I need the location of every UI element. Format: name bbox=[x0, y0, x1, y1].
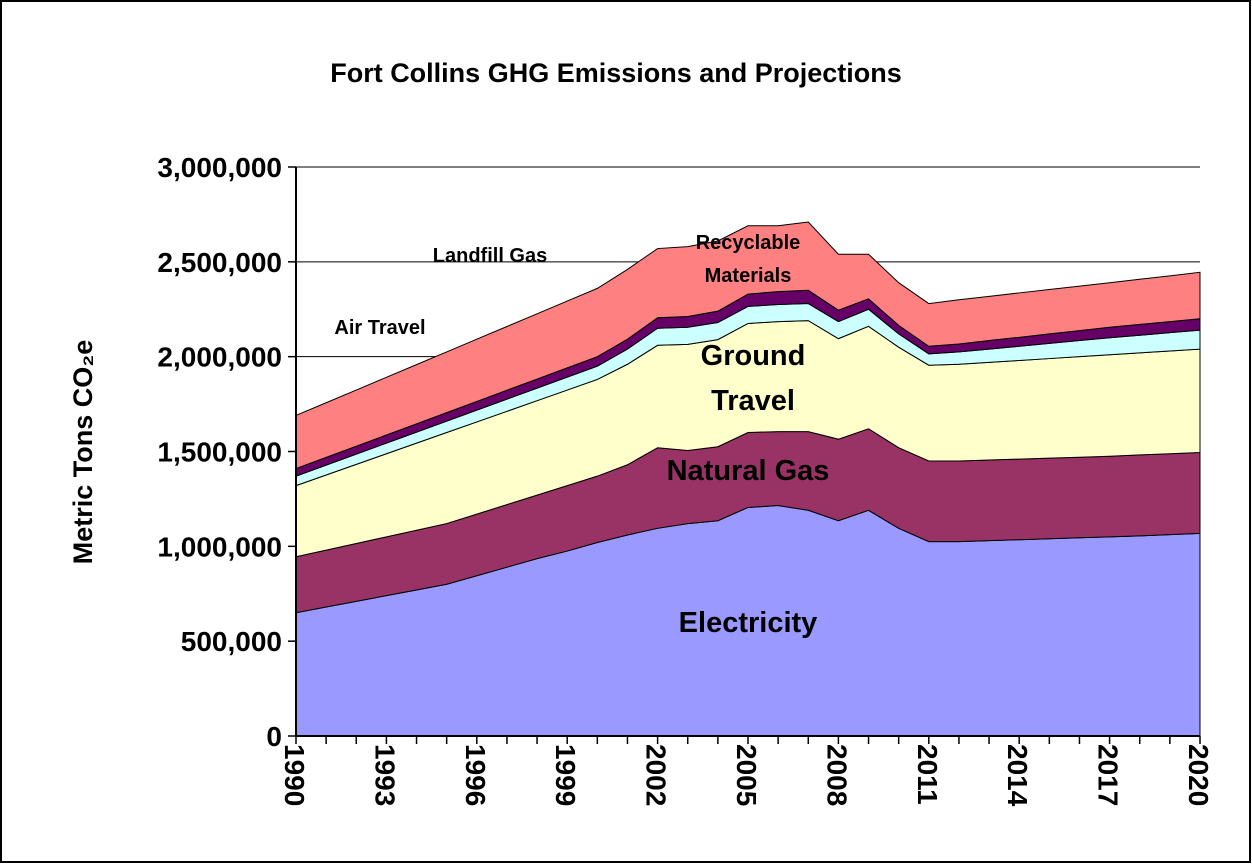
chart-title: Fort Collins GHG Emissions and Projectio… bbox=[330, 58, 902, 88]
y-tick-label: 2,000,000 bbox=[157, 342, 282, 373]
x-tick-label: 2011 bbox=[912, 744, 943, 805]
area bbox=[295, 221, 1201, 470]
x-tick-label: 2008 bbox=[821, 744, 852, 806]
series-label: Landfill Gas bbox=[433, 245, 547, 267]
y-tick-label: 1,500,000 bbox=[157, 437, 282, 468]
y-tick-label: 1,000,000 bbox=[157, 531, 282, 562]
x-tick-label: 2017 bbox=[1093, 744, 1124, 806]
x-tick-label: 2005 bbox=[731, 744, 762, 806]
y-tick-label: 2,500,000 bbox=[157, 247, 282, 278]
series-label: Ground Travel bbox=[701, 340, 806, 417]
y-tick-label: 0 bbox=[266, 721, 282, 752]
y-tick-label: 500,000 bbox=[181, 626, 282, 657]
series-label: Natural Gas bbox=[667, 455, 830, 487]
x-tick-label: 2002 bbox=[641, 744, 672, 806]
series-label: Electricity bbox=[679, 607, 818, 639]
y-axis-title: Metric Tons CO₂e bbox=[68, 340, 98, 565]
x-tick-label: 1999 bbox=[550, 744, 581, 806]
series-label: Air Travel bbox=[334, 317, 425, 339]
x-tick-label: 1990 bbox=[279, 744, 310, 806]
x-tick-label: 1993 bbox=[369, 744, 400, 806]
x-tick-label: 2014 bbox=[1002, 744, 1033, 807]
series-label: Recyclable Materials bbox=[696, 232, 801, 287]
y-tick-label: 3,000,000 bbox=[157, 152, 282, 183]
x-tick-label: 1996 bbox=[460, 744, 491, 806]
x-tick-label: 2020 bbox=[1183, 744, 1214, 806]
